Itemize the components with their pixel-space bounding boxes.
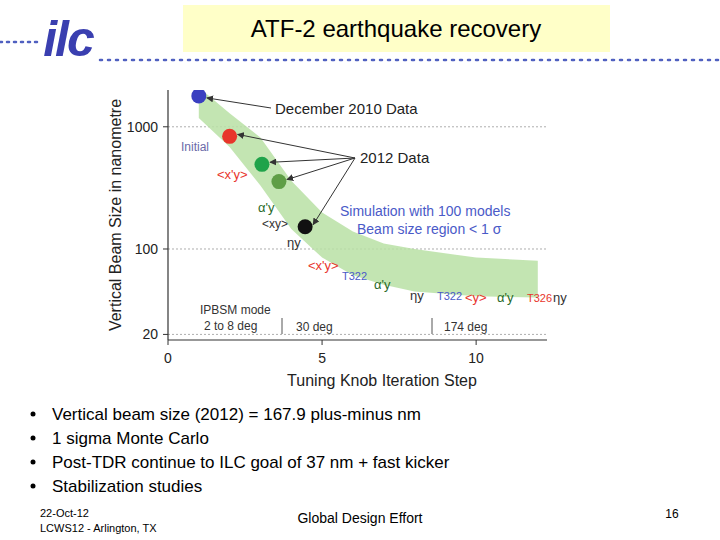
arrow: [287, 158, 355, 180]
annotation: ηy: [553, 290, 567, 305]
annotation: <x'y>: [217, 167, 248, 182]
data-point: [271, 174, 286, 189]
y-axis: [167, 90, 168, 340]
x-axis-label: Tuning Knob Iteration Step: [287, 372, 477, 389]
data-point: [191, 90, 206, 103]
annotation: α'y: [497, 290, 514, 305]
annotation: T322: [342, 270, 367, 282]
bullet: Post-TDR continue to ILC goal of 37 nm +…: [52, 453, 450, 472]
header-dots: [100, 59, 718, 62]
bullet: 1 sigma Monte Carlo: [52, 429, 209, 448]
bullet: Vertical beam size (2012) = 167.9 plus-m…: [52, 405, 421, 424]
y-tick-label: 1000: [127, 119, 158, 135]
x-tick-label: 10: [468, 350, 484, 366]
annotation: T326: [527, 292, 552, 304]
annotation: Beam size region < 1 σ: [357, 221, 502, 237]
annotation: α'y: [258, 200, 275, 215]
logo: ilc: [43, 11, 95, 67]
plot-data: [191, 90, 537, 298]
x-axis: [168, 339, 547, 340]
annotation: T322: [437, 290, 462, 302]
annotation: <y>: [465, 290, 487, 305]
series-label: 2012 Data: [360, 149, 430, 166]
arrow: [238, 134, 355, 158]
page-number: 16: [665, 507, 679, 521]
grid-line: [168, 334, 547, 335]
data-point: [222, 129, 237, 144]
bullet: Stabilization studies: [52, 477, 202, 496]
annotation: 174 deg: [444, 320, 487, 334]
y-axis-label: Vertical Beam Size in nanometre: [107, 99, 124, 331]
mode-divider: [282, 318, 283, 334]
series-label: December 2010 Data: [275, 100, 418, 117]
bullet-dot: [31, 412, 36, 417]
annotation: ηy: [410, 288, 424, 303]
footer-center: Global Design Effort: [297, 510, 422, 526]
annotation: 2 to 8 deg: [204, 319, 257, 333]
annotation: <x'y>: [308, 258, 339, 273]
data-point: [298, 219, 313, 234]
bullet-dot: [31, 436, 36, 441]
sigma-band: [199, 90, 538, 298]
annotation: <xy>: [262, 217, 288, 231]
annotation: ηy: [287, 235, 301, 250]
annotation: 30 deg: [296, 320, 333, 334]
y-tick-label: 20: [142, 326, 158, 342]
footer-date: 22-Oct-12: [40, 507, 89, 519]
y-tick: [163, 248, 168, 249]
header-dots: [0, 41, 40, 44]
y-tick-label: 100: [135, 241, 159, 257]
slide: ilc ATF-2 earthquake recovery 20 100 1000 0 5 1…: [0, 0, 720, 540]
y-tick: [163, 334, 168, 335]
x-tick: [476, 340, 477, 345]
x-tick: [322, 340, 323, 345]
x-tick-label: 0: [164, 350, 172, 366]
bullet-dot: [31, 484, 36, 489]
title-box: [183, 5, 610, 52]
annotation: IPBSM mode: [200, 303, 271, 317]
series-label: Simulation with 100 models: [340, 203, 510, 219]
mode-divider: [432, 318, 433, 334]
annotation: α'y: [374, 277, 391, 292]
title: ATF-2 earthquake recovery: [251, 15, 541, 42]
footer-event: LCWS12 - Arlington, TX: [40, 522, 157, 534]
bullet-dot: [31, 460, 36, 465]
arrow: [207, 98, 271, 108]
annotation: Initial: [181, 140, 209, 154]
x-tick-label: 5: [318, 350, 326, 366]
x-tick: [168, 340, 169, 345]
data-point: [254, 157, 269, 172]
y-tick: [163, 126, 168, 127]
